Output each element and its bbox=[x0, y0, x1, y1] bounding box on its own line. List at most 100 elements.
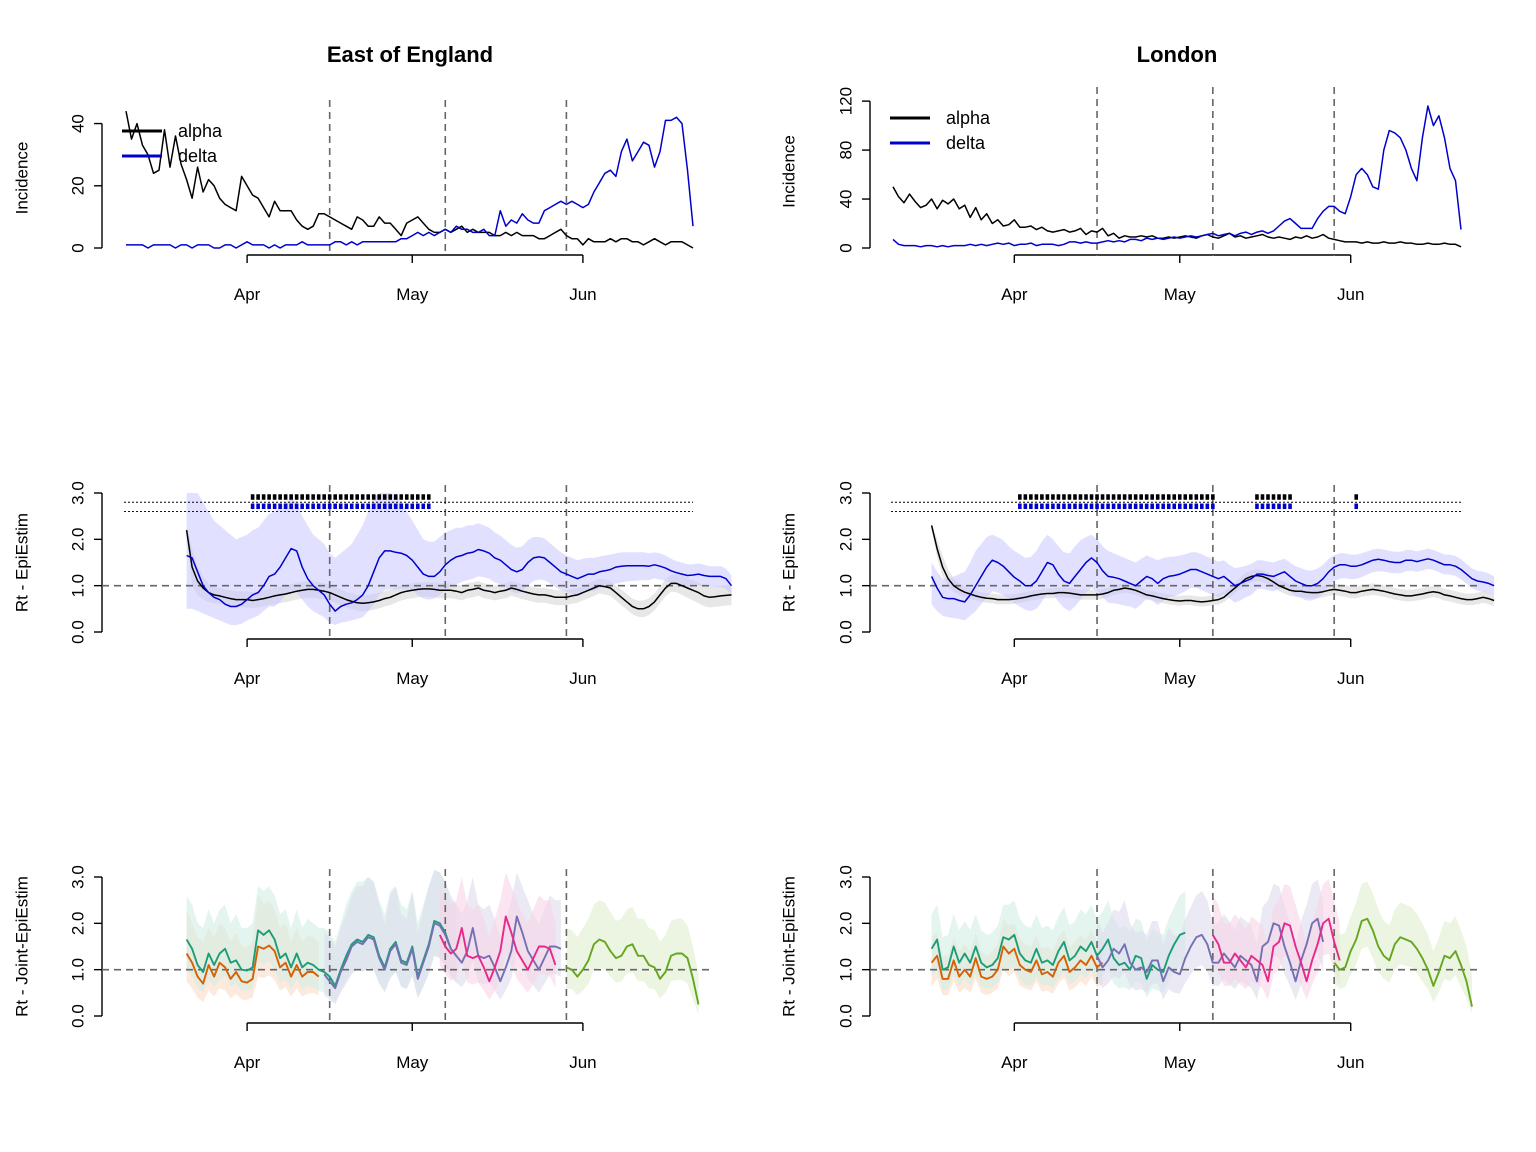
significance-marker bbox=[1067, 503, 1072, 510]
series-line-alpha bbox=[125, 110, 694, 249]
significance-marker bbox=[1211, 494, 1215, 500]
significance-marker bbox=[1260, 494, 1265, 500]
significance-marker bbox=[1282, 503, 1287, 510]
significance-marker bbox=[1062, 503, 1066, 510]
significance-marker bbox=[349, 494, 354, 500]
ci-band-s5 bbox=[1334, 881, 1472, 1014]
significance-marker bbox=[1056, 503, 1061, 510]
significance-marker bbox=[1194, 503, 1199, 510]
y-tick-label: 1.0 bbox=[837, 958, 856, 982]
significance-marker bbox=[250, 503, 255, 510]
significance-marker bbox=[267, 494, 271, 500]
significance-marker bbox=[1045, 503, 1050, 510]
significance-marker bbox=[388, 503, 393, 510]
ci-band-delta bbox=[931, 534, 1495, 621]
significance-marker bbox=[1018, 494, 1022, 500]
significance-marker bbox=[1255, 494, 1259, 500]
y-tick-label: 0 bbox=[837, 243, 856, 252]
significance-marker bbox=[305, 494, 310, 500]
significance-marker bbox=[278, 503, 282, 510]
significance-marker bbox=[410, 503, 415, 510]
significance-marker bbox=[316, 503, 321, 510]
significance-marker bbox=[1260, 503, 1265, 510]
y-tick-label: 80 bbox=[837, 141, 856, 160]
y-tick-label: 2.0 bbox=[69, 912, 88, 936]
significance-marker bbox=[1089, 494, 1094, 500]
significance-marker bbox=[371, 494, 376, 500]
significance-marker bbox=[1255, 503, 1259, 510]
significance-marker bbox=[1029, 494, 1033, 500]
series-line-alpha bbox=[930, 525, 1495, 603]
y-axis-label: Rt - Joint-EpiEstim bbox=[780, 876, 799, 1017]
significance-marker bbox=[399, 503, 404, 510]
significance-marker bbox=[1139, 494, 1143, 500]
significance-marker bbox=[1122, 503, 1127, 510]
significance-marker bbox=[388, 494, 393, 500]
y-tick-label: 120 bbox=[837, 87, 856, 115]
significance-marker bbox=[344, 503, 348, 510]
significance-marker bbox=[322, 503, 326, 510]
significance-marker bbox=[1144, 494, 1149, 500]
significance-marker bbox=[1117, 503, 1121, 510]
y-axis-label: Rt - EpiEstim bbox=[13, 513, 32, 612]
series-line-s4 bbox=[438, 915, 557, 983]
significance-marker bbox=[1111, 494, 1116, 500]
significance-marker bbox=[1166, 503, 1171, 510]
chart-panels: 0 20 40 Incidence Apr May Jun alpha delta 0 40 80 12… bbox=[13, 87, 1495, 1072]
x-tick-label: Jun bbox=[569, 285, 596, 304]
significance-marker bbox=[421, 503, 426, 510]
significance-marker bbox=[426, 494, 431, 500]
x-tick-label: Apr bbox=[1001, 669, 1028, 688]
significance-marker bbox=[426, 503, 431, 510]
ci-band-delta bbox=[186, 493, 732, 625]
significance-marker bbox=[1288, 494, 1292, 500]
legend-label-delta: delta bbox=[946, 133, 986, 153]
series-line-s5 bbox=[566, 938, 700, 1005]
legend-label-alpha: alpha bbox=[178, 121, 223, 141]
significance-marker bbox=[1078, 503, 1083, 510]
significance-marker bbox=[1150, 503, 1154, 510]
significance-marker bbox=[1133, 494, 1138, 500]
significance-marker bbox=[360, 503, 365, 510]
significance-marker bbox=[289, 494, 293, 500]
significance-marker bbox=[1205, 494, 1210, 500]
significance-marker bbox=[1073, 503, 1077, 510]
significance-marker bbox=[300, 503, 304, 510]
y-tick-label: 1.0 bbox=[69, 574, 88, 598]
significance-marker bbox=[333, 494, 337, 500]
significance-marker bbox=[1288, 503, 1292, 510]
significance-marker bbox=[1023, 503, 1028, 510]
significance-marker bbox=[278, 494, 282, 500]
significance-marker bbox=[1078, 494, 1083, 500]
series-line-s5 bbox=[1333, 917, 1473, 1007]
significance-marker bbox=[377, 494, 382, 500]
y-axis-label: Rt - Joint-EpiEstim bbox=[13, 876, 32, 1017]
y-tick-label: 1.0 bbox=[837, 574, 856, 598]
y-tick-label: 3.0 bbox=[837, 865, 856, 889]
series-line-s1 bbox=[185, 944, 320, 985]
significance-marker bbox=[1023, 494, 1028, 500]
legend-label-alpha: alpha bbox=[946, 108, 991, 128]
significance-marker bbox=[1266, 494, 1270, 500]
panel-eoe_joint: 0.0 1.0 2.0 3.0 Rt - Joint-EpiEstim Apr May Jun bbox=[13, 865, 711, 1072]
significance-marker bbox=[272, 503, 277, 510]
significance-marker bbox=[1183, 503, 1188, 510]
significance-marker bbox=[393, 494, 398, 500]
y-tick-label: 3.0 bbox=[837, 481, 856, 505]
significance-marker bbox=[1144, 503, 1149, 510]
y-tick-label: 2.0 bbox=[837, 528, 856, 552]
series-line-s1 bbox=[930, 945, 1104, 980]
significance-marker bbox=[371, 503, 376, 510]
y-tick-label: 40 bbox=[69, 114, 88, 133]
panel-eoe_rt: 0.0 1.0 2.0 3.0 Rt - EpiEstim Apr May Jun bbox=[13, 481, 733, 688]
significance-marker bbox=[415, 494, 420, 500]
x-tick-label: Apr bbox=[234, 285, 261, 304]
significance-marker bbox=[1166, 494, 1171, 500]
x-tick-label: May bbox=[1164, 669, 1197, 688]
significance-marker bbox=[1133, 503, 1138, 510]
significance-marker bbox=[1128, 503, 1132, 510]
significance-marker bbox=[338, 494, 343, 500]
significance-marker bbox=[1155, 494, 1160, 500]
significance-marker bbox=[1271, 494, 1276, 500]
series-line-delta bbox=[126, 116, 694, 249]
